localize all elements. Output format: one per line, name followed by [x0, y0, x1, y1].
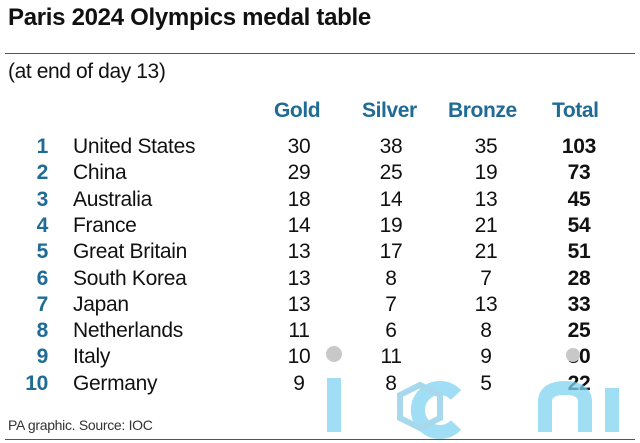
rank: 9	[36, 345, 49, 369]
total-count: 22	[567, 371, 591, 395]
gold-count: 13	[287, 266, 311, 290]
table-row: 7 Japan 13 7 13 33	[0, 293, 640, 319]
silver-count: 6	[385, 319, 397, 343]
total-count: 73	[567, 161, 591, 185]
bronze-count: 35	[474, 135, 498, 158]
country-name: Great Britain	[73, 240, 187, 264]
rank: 5	[36, 240, 49, 264]
bronze-count: 21	[474, 240, 498, 264]
silver-count: 19	[379, 213, 403, 237]
total-count: 103	[561, 135, 597, 158]
total-count: 54	[567, 213, 591, 237]
bronze-count: 7	[480, 266, 492, 290]
bronze-count: 8	[480, 319, 492, 343]
gold-count: 9	[293, 371, 305, 395]
silver-count: 7	[385, 292, 397, 316]
gold-count: 29	[287, 161, 311, 185]
gold-count: 30	[287, 135, 311, 158]
rank: 4	[36, 213, 49, 237]
rank: 3	[36, 187, 49, 211]
silver-count: 25	[379, 161, 403, 185]
total-count: 45	[567, 187, 591, 211]
gold-count: 18	[287, 187, 311, 211]
rank: 7	[36, 292, 49, 316]
bronze-count: 9	[480, 345, 492, 369]
rank: 6	[36, 266, 49, 290]
gold-count: 11	[288, 319, 310, 343]
table-row: 2 China 29 25 19 73	[0, 161, 640, 187]
table-row: 6 South Korea 13 8 7 28	[0, 267, 640, 293]
gold-count: 13	[287, 292, 311, 316]
gold-count: 13	[287, 240, 311, 264]
total-count: 51	[567, 240, 591, 264]
total-count: 33	[567, 292, 591, 316]
bronze-count: 21	[474, 213, 498, 237]
bronze-count: 5	[480, 371, 492, 395]
page-title: Paris 2024 Olympics medal table	[8, 4, 371, 31]
silver-count: 17	[379, 240, 403, 264]
country-name: Japan	[73, 292, 129, 316]
bronze-count: 19	[474, 161, 498, 185]
silver-count: 8	[385, 266, 397, 290]
bronze-count: 13	[474, 187, 498, 211]
table-row: 9 Italy 10 11 9 30	[0, 345, 640, 371]
gold-count: 14	[287, 213, 311, 237]
silver-count: 14	[379, 187, 403, 211]
source-footer: PA graphic. Source: IOC	[8, 417, 153, 433]
title-divider	[5, 53, 635, 54]
country-name: United States	[73, 135, 196, 158]
bottom-divider	[5, 439, 635, 440]
country-name: China	[73, 161, 127, 185]
rank: 1	[36, 135, 49, 158]
rank: 10	[25, 371, 48, 395]
country-name: Netherlands	[73, 319, 183, 343]
table-row: 4 France 14 19 21 54	[0, 214, 640, 240]
country-name: Germany	[73, 371, 158, 395]
rank: 8	[36, 319, 49, 343]
country-name: Australia	[73, 187, 153, 211]
country-name: France	[73, 213, 137, 237]
bronze-count: 13	[474, 292, 498, 316]
total-count: 30	[567, 345, 591, 369]
silver-count: 38	[379, 135, 403, 158]
total-count: 25	[567, 319, 591, 343]
header-total: Total	[552, 99, 599, 122]
header-silver: Silver	[362, 99, 417, 122]
header-bronze: Bronze	[448, 99, 517, 122]
table-row: 1 United States 30 38 35 103	[0, 135, 640, 161]
gold-count: 10	[287, 345, 311, 369]
header-gold: Gold	[274, 99, 321, 122]
rank: 2	[36, 161, 49, 185]
subtitle: (at end of day 13)	[8, 60, 166, 83]
table-row: 3 Australia 18 14 13 45	[0, 188, 640, 214]
table-row: 10 Germany 9 8 5 22	[0, 372, 640, 398]
total-count: 28	[567, 266, 591, 290]
table-row: 5 Great Britain 13 17 21 51	[0, 240, 640, 266]
country-name: Italy	[73, 345, 111, 369]
table-row: 8 Netherlands 11 6 8 25	[0, 319, 640, 345]
silver-count: 11	[380, 345, 402, 369]
country-name: South Korea	[73, 266, 187, 290]
silver-count: 8	[385, 371, 397, 395]
